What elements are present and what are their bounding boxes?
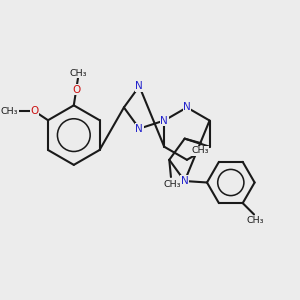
Text: CH₃: CH₃ [164, 180, 181, 189]
Text: N: N [135, 124, 143, 134]
Text: N: N [183, 102, 191, 112]
Text: CH₃: CH₃ [70, 69, 87, 78]
Text: N: N [160, 116, 168, 125]
Text: CH₃: CH₃ [191, 146, 208, 155]
Text: CH₃: CH₃ [1, 107, 18, 116]
Text: N: N [181, 176, 188, 186]
Text: O: O [31, 106, 39, 116]
Text: N: N [135, 81, 143, 91]
Text: O: O [72, 85, 80, 95]
Text: CH₃: CH₃ [247, 217, 264, 226]
